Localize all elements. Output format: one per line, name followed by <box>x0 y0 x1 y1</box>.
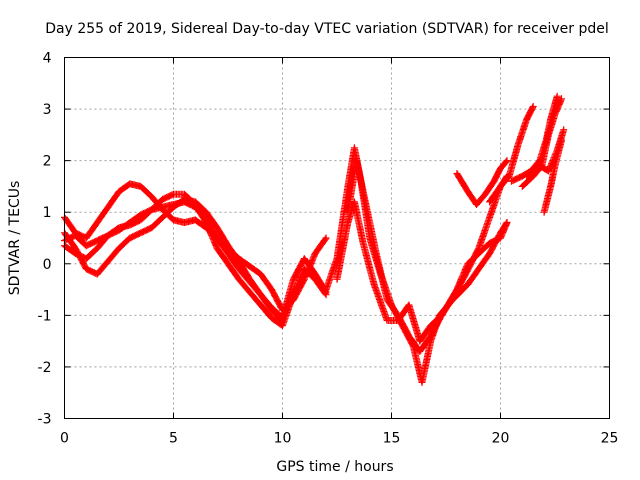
series-arc-8 <box>453 157 511 208</box>
series-arc-13 <box>523 126 568 180</box>
x-tick-label: 10 <box>274 431 292 447</box>
x-tick-label: 15 <box>383 431 401 447</box>
x-tick-label: 5 <box>169 431 178 447</box>
series-arc-11 <box>518 95 565 190</box>
y-tick-label: 2 <box>43 154 52 170</box>
x-tick-label: 20 <box>492 431 510 447</box>
y-tick-label: 0 <box>43 257 52 273</box>
grid <box>64 57 610 419</box>
y-tick-label: 4 <box>43 51 52 67</box>
x-axis-label: GPS time / hours <box>276 459 393 475</box>
chart-title: Day 255 of 2019, Sidereal Day-to-day VTE… <box>45 21 609 37</box>
plot-frame <box>64 57 610 419</box>
y-axis-label: SDTVAR / TECUs <box>7 181 23 296</box>
series-arc-7 <box>344 157 511 355</box>
y-tick-label: 1 <box>43 205 52 221</box>
y-tick-label: -3 <box>38 412 52 428</box>
y-tick-label: 3 <box>43 102 52 118</box>
series-arc-6 <box>333 198 511 345</box>
series-arc-2 <box>61 190 330 330</box>
y-tick-label: -2 <box>38 360 52 376</box>
x-tick-label: 25 <box>601 431 619 447</box>
series-arc-9 <box>486 103 537 206</box>
data-series <box>61 92 568 386</box>
y-tick-label: -1 <box>38 308 52 324</box>
x-tick-label: 0 <box>60 431 69 447</box>
